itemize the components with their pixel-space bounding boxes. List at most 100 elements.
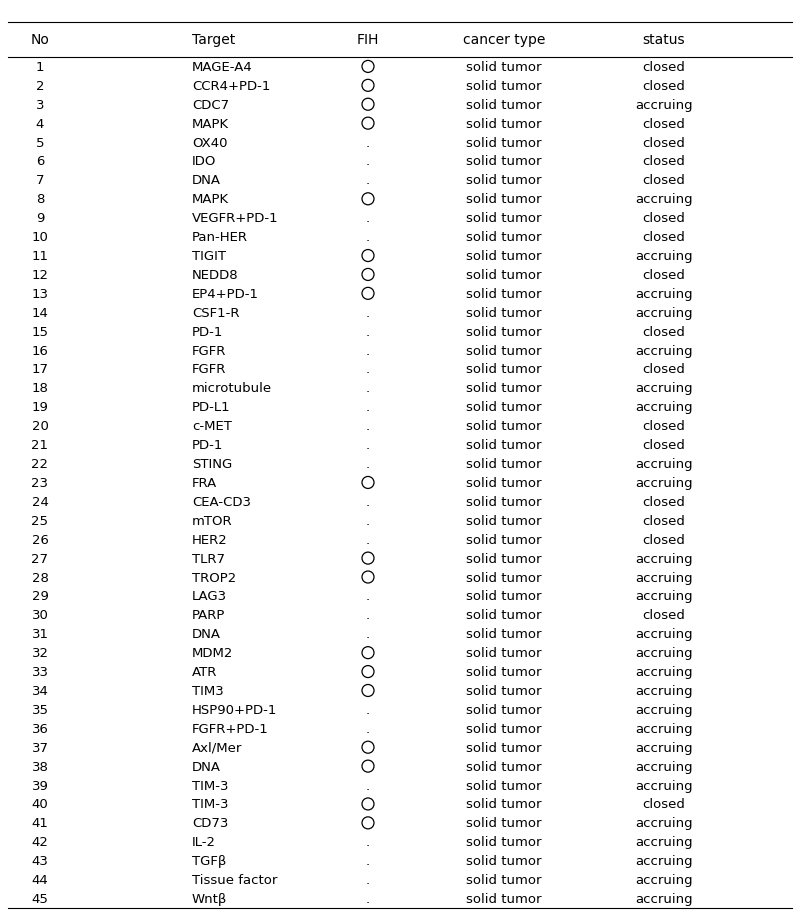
Text: microtubule: microtubule (192, 382, 272, 395)
Text: 13: 13 (31, 288, 49, 301)
Text: .: . (366, 608, 370, 621)
Text: solid tumor: solid tumor (466, 136, 542, 150)
Text: .: . (366, 136, 370, 150)
Text: solid tumor: solid tumor (466, 288, 542, 301)
Text: solid tumor: solid tumor (466, 665, 542, 678)
Text: 17: 17 (31, 363, 49, 376)
Text: FGFR: FGFR (192, 345, 226, 357)
Text: closed: closed (642, 438, 686, 451)
Text: 40: 40 (32, 798, 48, 811)
Text: solid tumor: solid tumor (466, 495, 542, 508)
Text: accruing: accruing (635, 458, 693, 471)
Text: Target: Target (192, 33, 235, 48)
Text: .: . (366, 778, 370, 791)
Text: PD-1: PD-1 (192, 325, 223, 338)
Text: solid tumor: solid tumor (466, 438, 542, 451)
Text: PD-1: PD-1 (192, 438, 223, 451)
Text: FGFR: FGFR (192, 363, 226, 376)
Text: 5: 5 (36, 136, 44, 150)
Text: solid tumor: solid tumor (466, 231, 542, 244)
Text: accruing: accruing (635, 288, 693, 301)
Text: .: . (366, 533, 370, 546)
Text: 35: 35 (31, 703, 49, 716)
Text: accruing: accruing (635, 98, 693, 111)
Text: accruing: accruing (635, 590, 693, 603)
Text: closed: closed (642, 325, 686, 338)
Text: accruing: accruing (635, 476, 693, 490)
Text: 28: 28 (31, 571, 49, 584)
Text: HSP90+PD-1: HSP90+PD-1 (192, 703, 278, 716)
Text: VEGFR+PD-1: VEGFR+PD-1 (192, 212, 278, 225)
Text: 9: 9 (36, 212, 44, 225)
Text: .: . (366, 703, 370, 716)
Text: solid tumor: solid tumor (466, 571, 542, 584)
Text: closed: closed (642, 533, 686, 546)
Text: .: . (366, 325, 370, 338)
Text: solid tumor: solid tumor (466, 382, 542, 395)
Text: TROP2: TROP2 (192, 571, 236, 584)
Text: solid tumor: solid tumor (466, 363, 542, 376)
Text: solid tumor: solid tumor (466, 476, 542, 490)
Text: solid tumor: solid tumor (466, 608, 542, 621)
Text: 12: 12 (31, 268, 49, 281)
Text: NEDD8: NEDD8 (192, 268, 238, 281)
Text: Tissue factor: Tissue factor (192, 873, 278, 886)
Text: solid tumor: solid tumor (466, 798, 542, 811)
Text: solid tumor: solid tumor (466, 61, 542, 74)
Text: 23: 23 (31, 476, 49, 490)
Text: FIH: FIH (357, 33, 379, 48)
Text: accruing: accruing (635, 685, 693, 698)
Text: No: No (30, 33, 50, 48)
Text: accruing: accruing (635, 571, 693, 584)
Text: solid tumor: solid tumor (466, 268, 542, 281)
Text: 41: 41 (31, 816, 49, 830)
Text: Wntβ: Wntβ (192, 892, 227, 905)
Text: 16: 16 (31, 345, 49, 357)
Text: accruing: accruing (635, 401, 693, 414)
Text: CEA-CD3: CEA-CD3 (192, 495, 251, 508)
Text: MAGE-A4: MAGE-A4 (192, 61, 253, 74)
Text: solid tumor: solid tumor (466, 760, 542, 773)
Text: closed: closed (642, 136, 686, 150)
Text: 4: 4 (36, 118, 44, 130)
Text: solid tumor: solid tumor (466, 515, 542, 528)
Text: accruing: accruing (635, 665, 693, 678)
Text: 30: 30 (31, 608, 49, 621)
Text: closed: closed (642, 118, 686, 130)
Text: accruing: accruing (635, 193, 693, 206)
Text: solid tumor: solid tumor (466, 778, 542, 791)
Text: 6: 6 (36, 155, 44, 168)
Text: solid tumor: solid tumor (466, 552, 542, 565)
Text: accruing: accruing (635, 552, 693, 565)
Text: .: . (366, 892, 370, 905)
Text: 32: 32 (31, 646, 49, 660)
Text: accruing: accruing (635, 855, 693, 868)
Text: closed: closed (642, 175, 686, 187)
Text: TLR7: TLR7 (192, 552, 225, 565)
Text: 18: 18 (31, 382, 49, 395)
Text: solid tumor: solid tumor (466, 533, 542, 546)
Text: c-MET: c-MET (192, 420, 232, 433)
Text: accruing: accruing (635, 703, 693, 716)
Text: 33: 33 (31, 665, 49, 678)
Text: MAPK: MAPK (192, 193, 229, 206)
Text: accruing: accruing (635, 741, 693, 754)
Text: 31: 31 (31, 628, 49, 641)
Text: DNA: DNA (192, 628, 221, 641)
Text: 42: 42 (31, 835, 49, 848)
Text: TIM-3: TIM-3 (192, 778, 229, 791)
Text: 14: 14 (31, 306, 49, 320)
Text: accruing: accruing (635, 250, 693, 263)
Text: .: . (366, 175, 370, 187)
Text: closed: closed (642, 515, 686, 528)
Text: 37: 37 (31, 741, 49, 754)
Text: 20: 20 (31, 420, 49, 433)
Text: EP4+PD-1: EP4+PD-1 (192, 288, 259, 301)
Text: .: . (366, 401, 370, 414)
Text: MAPK: MAPK (192, 118, 229, 130)
Text: TIM3: TIM3 (192, 685, 224, 698)
Text: closed: closed (642, 61, 686, 74)
Text: closed: closed (642, 231, 686, 244)
Text: 15: 15 (31, 325, 49, 338)
Text: .: . (366, 590, 370, 603)
